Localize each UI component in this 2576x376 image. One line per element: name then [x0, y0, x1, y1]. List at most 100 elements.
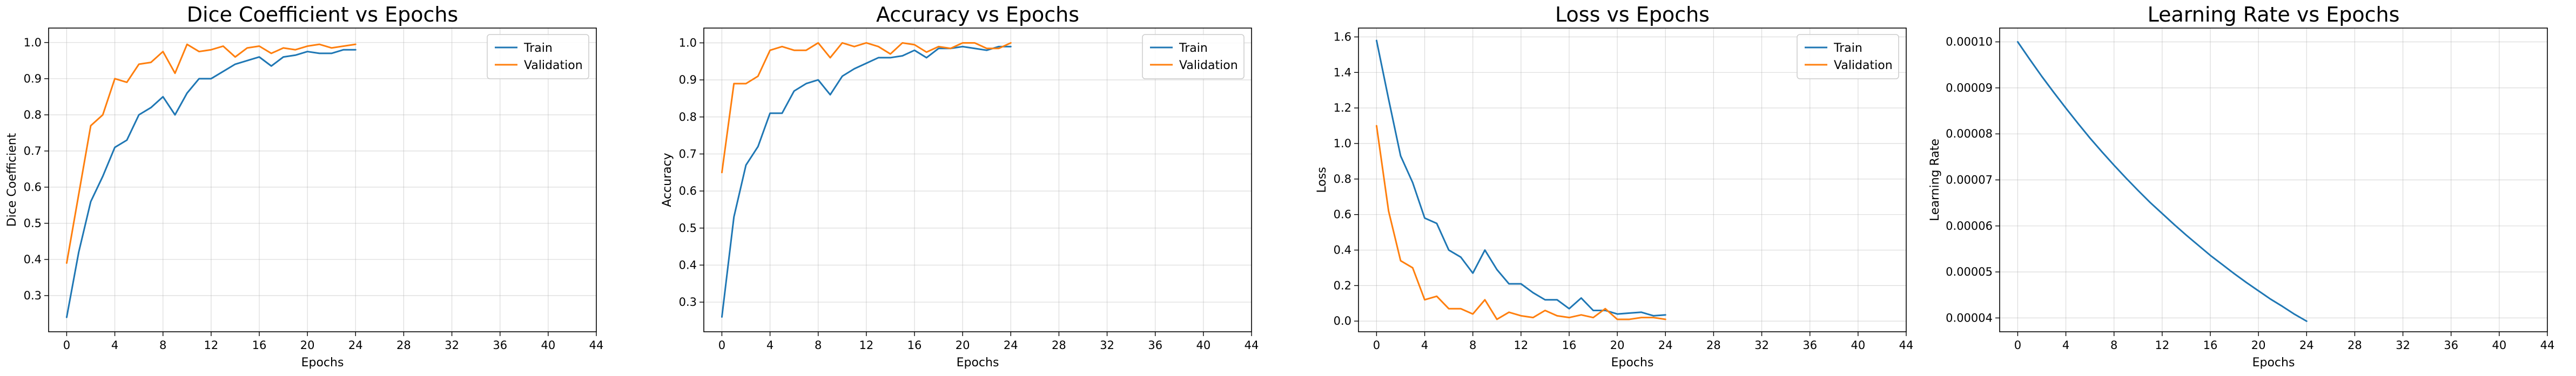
x-tick-label: 8	[1469, 339, 1476, 352]
legend-label-train: Train	[1179, 42, 1208, 55]
x-tick-label: 8	[815, 339, 822, 352]
x-axis-label: Epochs	[957, 356, 999, 370]
x-tick-label: 0	[2014, 339, 2021, 352]
x-tick-label: 16	[1562, 339, 1577, 352]
y-tick-label: 0.0	[1334, 315, 1351, 327]
legend: Train Validation	[1142, 34, 1245, 79]
y-axis-ticks: 0.3 0.4 0.5 0.6 0.7 0.8 0.9 1.0	[24, 36, 49, 302]
x-tick-label: 12	[2155, 339, 2169, 352]
x-tick-label: 8	[2110, 339, 2117, 352]
x-tick-label: 12	[1514, 339, 1528, 352]
x-tick-label: 36	[493, 339, 507, 352]
x-tick-label: 28	[1052, 339, 1066, 352]
y-tick-label: 1.4	[1334, 66, 1351, 79]
plot-frame	[703, 28, 1252, 332]
y-tick-label: 0.5	[24, 217, 42, 230]
plot-frame	[1358, 28, 1907, 332]
series-line-validation	[65, 43, 357, 264]
grid-lines	[2000, 28, 2548, 332]
x-tick-label: 0	[718, 339, 725, 352]
y-tick-label: 0.6	[1334, 208, 1351, 221]
x-tick-label: 44	[589, 339, 604, 352]
x-tick-label: 16	[907, 339, 922, 352]
x-tick-label: 20	[300, 339, 315, 352]
series-lines	[65, 43, 357, 318]
y-tick-label: 0.00004	[1946, 311, 1993, 324]
x-axis-ticks: 0 4 8 12 16 20 24 28 32 36 40 44	[1373, 332, 1914, 352]
x-tick-label: 44	[2540, 339, 2555, 352]
x-axis-ticks: 0 4 8 12 16 20 24 28 32 36 40 44	[2014, 332, 2555, 352]
y-tick-label: 0.00010	[1946, 36, 1993, 49]
series-line-value	[2016, 41, 2308, 322]
x-tick-label: 32	[1754, 339, 1769, 352]
series-lines	[721, 42, 1012, 318]
y-axis-ticks: 0.00004 0.00005 0.00006 0.00007 0.00008 0.000…	[1946, 36, 2000, 324]
x-tick-label: 12	[859, 339, 873, 352]
legend-label-train: Train	[1833, 42, 1862, 55]
x-tick-label: 16	[2203, 339, 2218, 352]
x-tick-label: 36	[1802, 339, 1817, 352]
y-tick-label: 0.2	[1334, 279, 1351, 292]
y-tick-label: 0.9	[24, 72, 42, 85]
x-tick-label: 32	[1100, 339, 1114, 352]
chart-title: Learning Rate vs Epochs	[2148, 3, 2400, 26]
x-tick-label: 36	[2444, 339, 2458, 352]
x-tick-label: 24	[348, 339, 363, 352]
series-line-validation	[1375, 125, 1666, 320]
legend: Train Validation	[487, 34, 589, 79]
y-tick-label: 0.8	[24, 108, 42, 121]
x-tick-label: 40	[1196, 339, 1210, 352]
y-axis-label: Learning Rate	[1928, 139, 1942, 221]
series-lines	[2016, 41, 2308, 322]
y-tick-label: 0.7	[24, 145, 42, 158]
y-tick-label: 0.4	[1334, 244, 1351, 257]
legend-box	[1797, 34, 1899, 79]
chart-title: Dice Coefficient vs Epochs	[187, 3, 458, 26]
y-tick-label: 0.6	[24, 181, 42, 194]
x-tick-label: 44	[1899, 339, 1914, 352]
x-tick-label: 32	[445, 339, 459, 352]
plot-frame	[48, 28, 597, 332]
legend-label-train: Train	[523, 42, 553, 55]
y-tick-label: 1.0	[679, 36, 697, 49]
x-tick-label: 40	[541, 339, 555, 352]
x-tick-label: 36	[1148, 339, 1162, 352]
y-tick-label: 0.9	[679, 73, 697, 86]
x-tick-label: 40	[2492, 339, 2506, 352]
x-tick-label: 32	[2396, 339, 2410, 352]
y-axis-ticks: 0.0 0.2 0.4 0.6 0.8 1.0 1.2 1.4 1.6	[1334, 30, 1358, 327]
y-tick-label: 0.3	[24, 289, 42, 302]
x-axis-ticks: 0 4 8 12 16 20 24 28 32 36 40 44	[63, 332, 604, 352]
x-tick-label: 4	[766, 339, 774, 352]
x-axis-ticks: 0 4 8 12 16 20 24 28 32 36 40 44	[718, 332, 1259, 352]
x-tick-label: 16	[252, 339, 267, 352]
chart-panel-4: 0 4 8 12 16 20 24 28 32 36 40 440.000040.000050.000…	[1928, 3, 2554, 370]
y-tick-label: 1.6	[1334, 30, 1351, 43]
x-tick-label: 0	[63, 339, 70, 352]
x-tick-label: 4	[111, 339, 118, 352]
chart-title: Accuracy vs Epochs	[876, 3, 1079, 26]
x-axis-label: Epochs	[301, 356, 344, 370]
x-tick-label: 0	[1373, 339, 1380, 352]
y-tick-label: 0.4	[679, 258, 697, 271]
series-line-validation	[721, 42, 1012, 174]
x-tick-label: 28	[1706, 339, 1721, 352]
x-tick-label: 28	[396, 339, 411, 352]
x-tick-label: 20	[2251, 339, 2266, 352]
y-tick-label: 0.00008	[1946, 127, 1993, 140]
y-axis-label: Accuracy	[661, 153, 674, 207]
chart-panel-1: 0 4 8 12 16 20 24 28 32 36 40 440.30.40.50.60.70.80…	[5, 3, 603, 370]
series-line-train	[721, 45, 1012, 318]
x-tick-label: 28	[2348, 339, 2362, 352]
y-axis-ticks: 0.3 0.4 0.5 0.6 0.7 0.8 0.9 1.0	[679, 36, 704, 309]
y-axis-label: Dice Coefficient	[5, 133, 19, 227]
y-tick-label: 0.7	[679, 147, 697, 160]
y-tick-label: 0.00006	[1946, 220, 1993, 233]
x-tick-label: 24	[1004, 339, 1018, 352]
y-tick-label: 0.8	[679, 111, 697, 124]
x-tick-label: 4	[2062, 339, 2069, 352]
y-tick-label: 1.0	[1334, 137, 1351, 150]
series-line-train	[65, 49, 357, 318]
x-axis-label: Epochs	[1611, 356, 1654, 370]
